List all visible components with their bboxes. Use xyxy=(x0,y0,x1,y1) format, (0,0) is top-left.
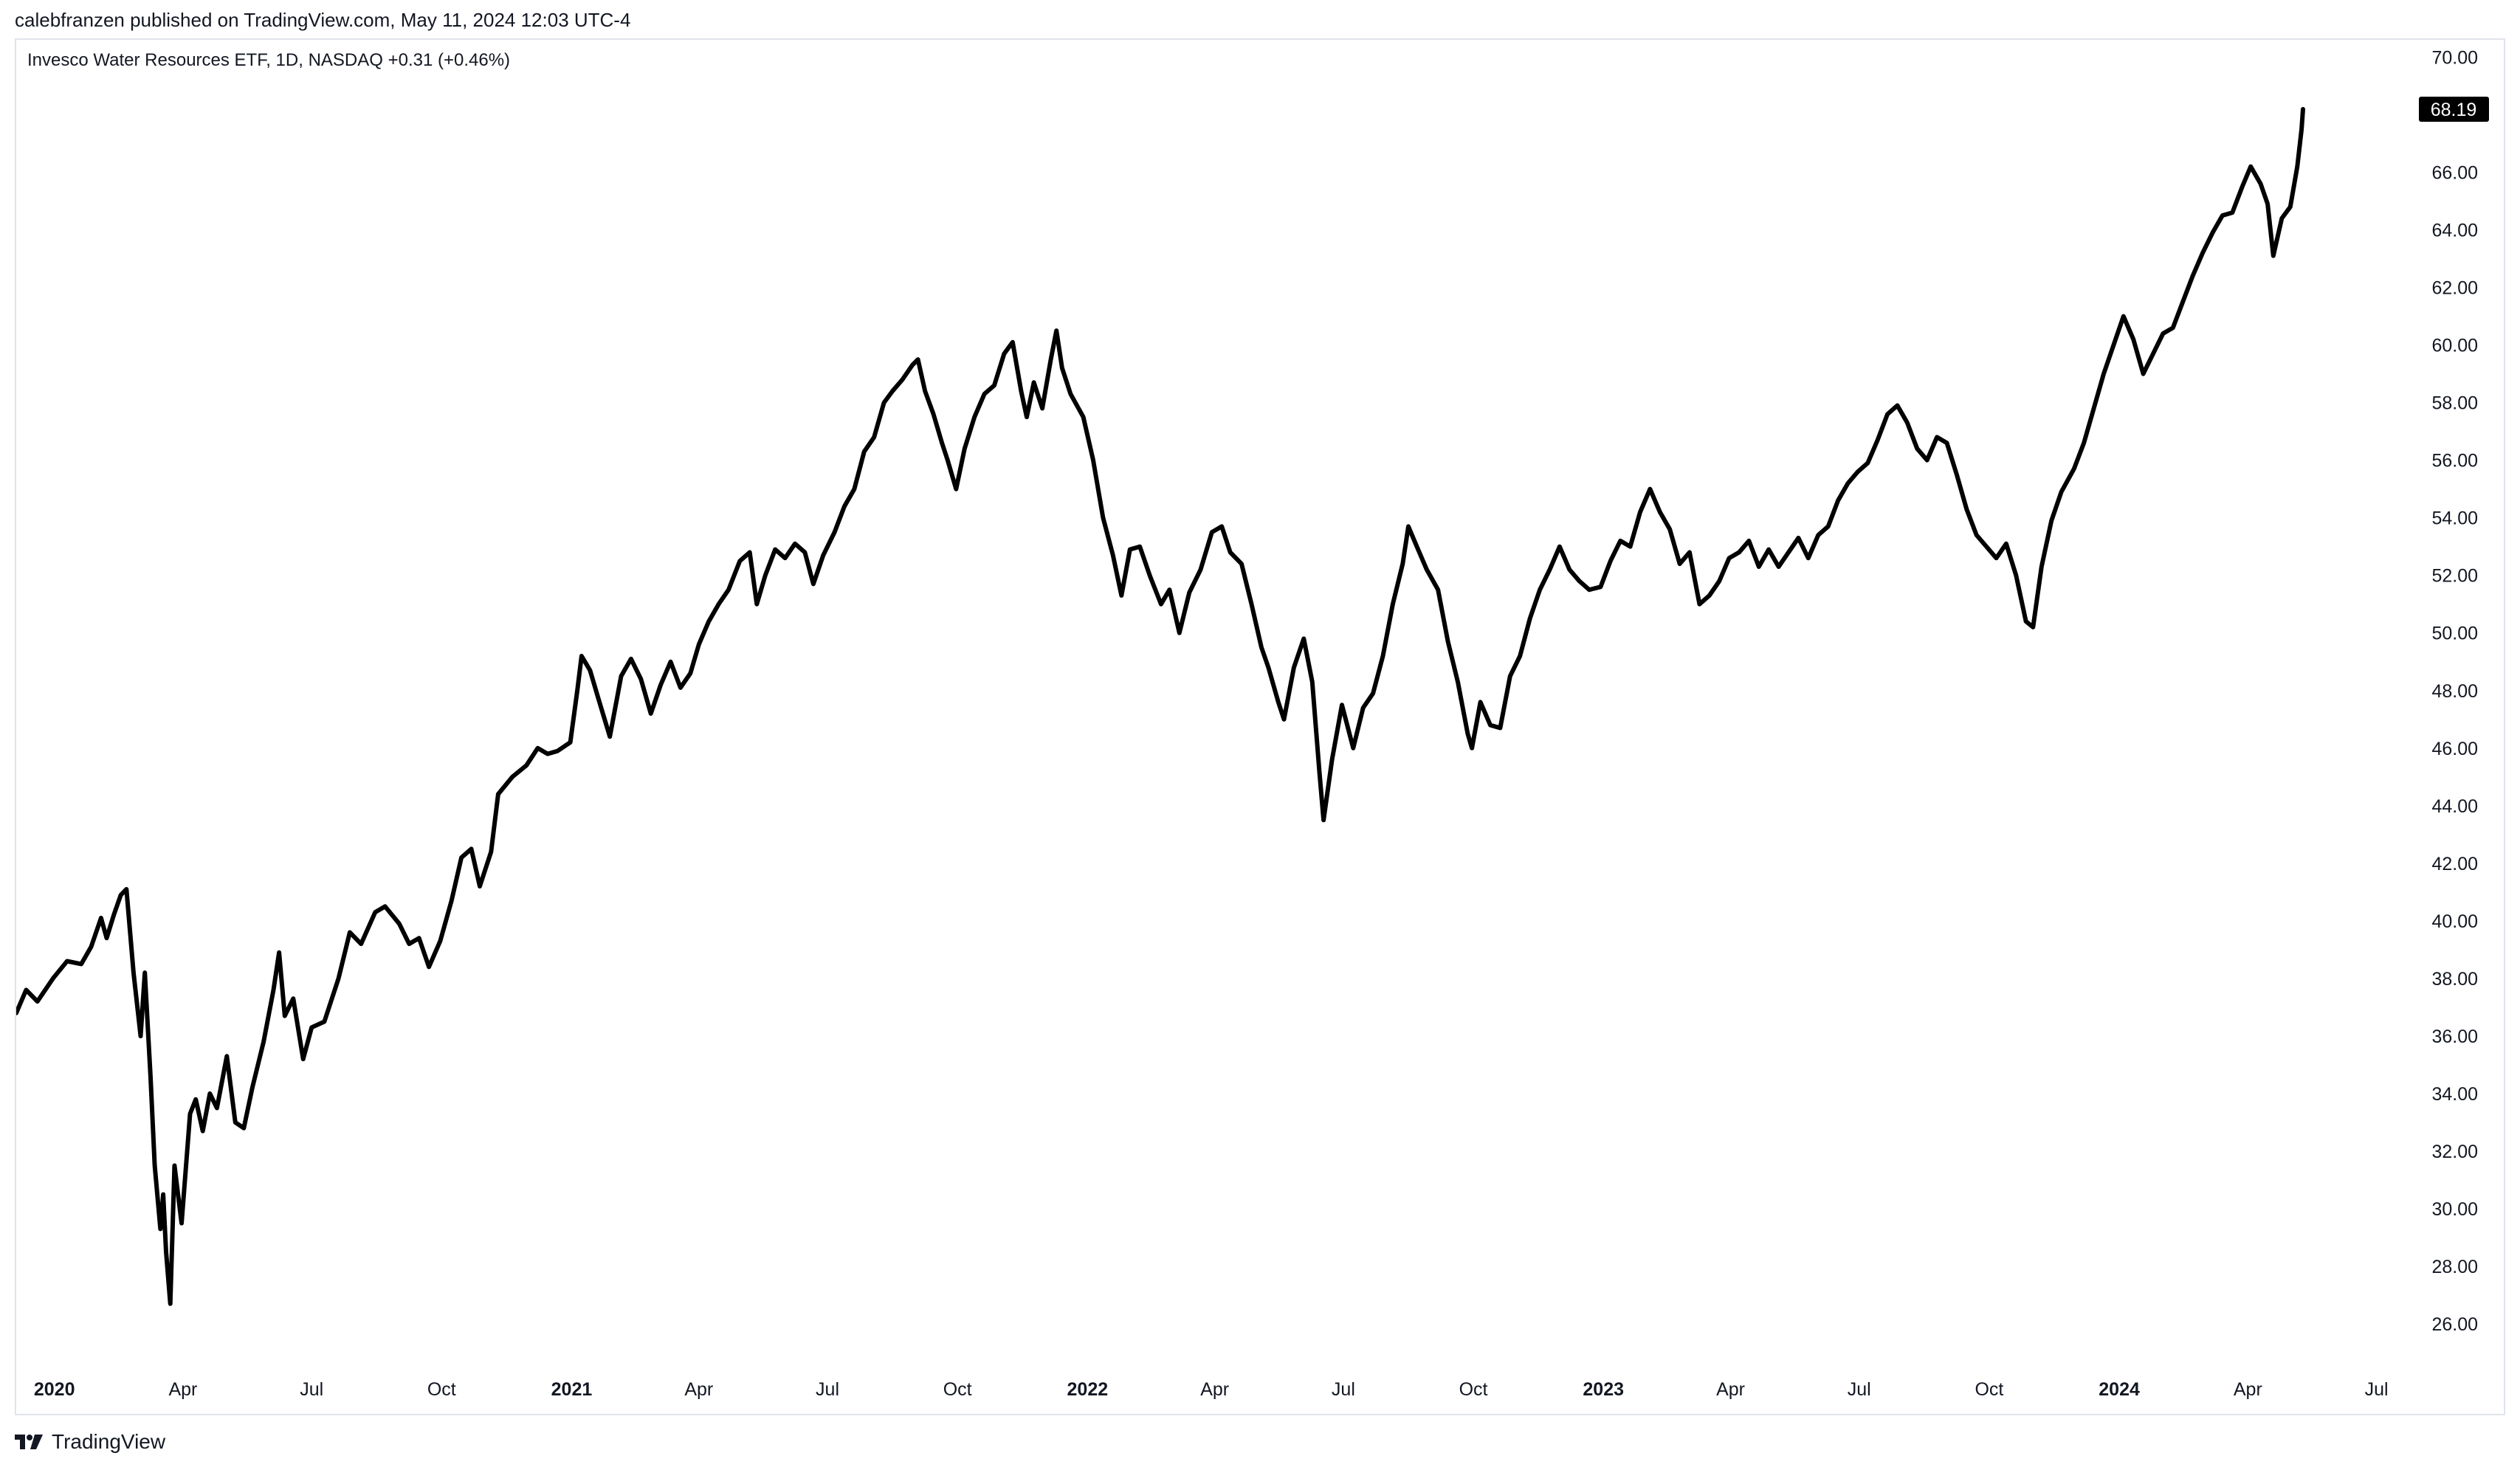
y-tick-label: 44.00 xyxy=(2431,796,2478,817)
last-price-badge-bg xyxy=(2419,97,2489,122)
x-tick-label: Oct xyxy=(1459,1379,1488,1400)
x-tick-label: Jul xyxy=(1332,1379,1355,1400)
tradingview-logo[interactable]: TradingView xyxy=(15,1430,165,1454)
price-axis: 70.0068.0066.0064.0062.0060.0058.0056.00… xyxy=(2431,47,2478,1335)
y-tick-label: 42.00 xyxy=(2431,854,2478,874)
x-tick-label: Jul xyxy=(2365,1379,2389,1400)
y-tick-label: 52.00 xyxy=(2431,566,2478,587)
x-tick-label: Jul xyxy=(816,1379,839,1400)
tradingview-logo-icon xyxy=(15,1435,43,1449)
x-tick-label: 2024 xyxy=(2099,1379,2140,1400)
x-tick-label: Oct xyxy=(427,1379,456,1400)
y-tick-label: 32.00 xyxy=(2431,1142,2478,1162)
y-tick-label: 36.00 xyxy=(2431,1026,2478,1047)
x-tick-label: Jul xyxy=(1848,1379,1871,1400)
y-tick-label: 48.00 xyxy=(2431,681,2478,702)
y-tick-label: 70.00 xyxy=(2431,47,2478,68)
x-tick-label: 2021 xyxy=(551,1379,593,1400)
last-price-badge: 68.19 xyxy=(2419,97,2489,122)
time-axis: 2020 Apr Jul Oct 2021 Apr Jul Oct 2022 Apr Jul Oct 2… xyxy=(34,1379,2389,1400)
x-tick-label: Apr xyxy=(684,1379,713,1400)
series-line xyxy=(16,107,2305,1306)
y-tick-label: 64.00 xyxy=(2431,221,2478,241)
x-tick-label: 2022 xyxy=(1067,1379,1109,1400)
x-tick-label: 2023 xyxy=(1583,1379,1624,1400)
publisher-line: calebfranzen published on TradingView.co… xyxy=(15,9,631,31)
x-tick-label: Oct xyxy=(1975,1379,2003,1400)
chart-legend: Invesco Water Resources ETF, 1D, NASDAQ … xyxy=(27,50,510,70)
y-tick-label: 38.00 xyxy=(2431,969,2478,990)
chart-frame: Invesco Water Resources ETF, 1D, NASDAQ … xyxy=(15,38,2505,1415)
y-tick-label: 62.00 xyxy=(2431,278,2478,299)
x-tick-label: 2020 xyxy=(34,1379,75,1400)
x-tick-label: Apr xyxy=(168,1379,197,1400)
x-tick-label: Apr xyxy=(1716,1379,1745,1400)
y-tick-label: 34.00 xyxy=(2431,1084,2478,1105)
y-tick-label: 46.00 xyxy=(2431,739,2478,759)
x-tick-label: Jul xyxy=(300,1379,323,1400)
y-tick-label: 60.00 xyxy=(2431,336,2478,356)
x-tick-label: Oct xyxy=(943,1379,972,1400)
y-tick-label: 30.00 xyxy=(2431,1199,2478,1220)
y-tick-label: 26.00 xyxy=(2431,1314,2478,1335)
y-tick-label: 54.00 xyxy=(2431,508,2478,529)
y-tick-label: 66.00 xyxy=(2431,162,2478,183)
y-tick-label: 58.00 xyxy=(2431,393,2478,414)
x-tick-label: Apr xyxy=(1200,1379,1229,1400)
x-tick-label: Apr xyxy=(2234,1379,2262,1400)
y-tick-label: 50.00 xyxy=(2431,624,2478,644)
price-chart[interactable]: Invesco Water Resources ETF, 1D, NASDAQ … xyxy=(16,40,2504,1414)
y-tick-label: 40.00 xyxy=(2431,911,2478,932)
last-price-label: 68.19 xyxy=(2431,100,2477,120)
y-tick-label: 28.00 xyxy=(2431,1257,2478,1277)
y-tick-label: 56.00 xyxy=(2431,451,2478,472)
tradingview-logo-text: TradingView xyxy=(52,1430,166,1453)
